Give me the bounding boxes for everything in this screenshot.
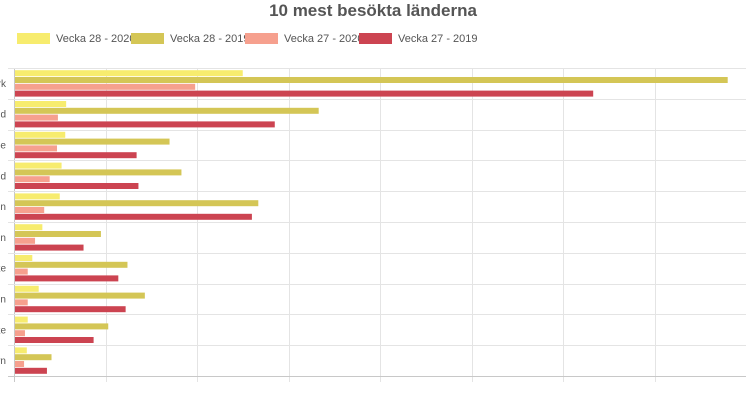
bar[interactable] xyxy=(15,107,319,114)
category-label: ge xyxy=(0,141,6,152)
bar[interactable] xyxy=(15,231,101,237)
bar[interactable] xyxy=(15,77,728,83)
legend-label: Vecka 27 - 2019 xyxy=(398,33,478,46)
bar[interactable] xyxy=(15,299,28,306)
bar[interactable] xyxy=(15,306,126,313)
bar[interactable] xyxy=(15,330,25,337)
category-label: en xyxy=(0,295,6,306)
bar[interactable] xyxy=(15,347,27,354)
bar[interactable] xyxy=(15,121,275,128)
bar[interactable] xyxy=(15,183,139,189)
bar[interactable] xyxy=(15,285,39,292)
category-label: en xyxy=(0,233,6,244)
bar[interactable] xyxy=(15,361,25,367)
bar[interactable] xyxy=(15,367,47,374)
bar[interactable] xyxy=(15,101,67,107)
bar[interactable] xyxy=(15,169,182,176)
bar[interactable] xyxy=(15,70,243,77)
legend-swatch xyxy=(131,32,164,44)
bar[interactable] xyxy=(15,316,28,323)
bar[interactable] xyxy=(15,131,66,138)
bar[interactable] xyxy=(15,354,52,361)
legend-item[interactable]: Vecka 28 - 2019 xyxy=(131,31,250,47)
bar[interactable] xyxy=(15,207,45,213)
bar[interactable] xyxy=(15,255,33,261)
bar[interactable] xyxy=(15,323,109,330)
legend-label: Vecka 27 - 2020 xyxy=(284,33,364,46)
bar[interactable] xyxy=(15,176,50,183)
bar[interactable] xyxy=(15,90,594,97)
legend-item[interactable]: Vecka 27 - 2020 xyxy=(245,31,364,47)
bar[interactable] xyxy=(15,244,84,251)
chart-title: 10 mest besökta länderna xyxy=(269,1,477,20)
legend-swatch xyxy=(17,32,50,44)
category-label: rn xyxy=(0,356,6,367)
legend-item[interactable]: Vecka 28 - 2020 xyxy=(17,31,136,47)
bar[interactable] xyxy=(15,138,170,145)
category-label: d xyxy=(0,110,6,121)
bar[interactable] xyxy=(15,237,36,244)
category-label: en xyxy=(0,202,6,213)
bar[interactable] xyxy=(15,292,145,299)
category-label: rk xyxy=(0,79,7,90)
bar[interactable] xyxy=(15,200,259,207)
bar[interactable] xyxy=(15,162,62,169)
legend-swatch xyxy=(359,32,392,44)
legend-label: Vecka 28 - 2020 xyxy=(56,33,136,46)
bar[interactable] xyxy=(15,224,43,231)
legend-swatch xyxy=(245,32,278,44)
bar[interactable] xyxy=(15,152,137,159)
bar[interactable] xyxy=(15,145,58,152)
category-label: ke xyxy=(0,325,6,336)
category-label: d xyxy=(0,171,6,182)
bar[interactable] xyxy=(15,261,128,268)
bar[interactable] xyxy=(15,337,94,343)
bar-chart: rk d ge d en en ke en ke rn xyxy=(0,68,746,382)
legend-item[interactable]: Vecka 27 - 2019 xyxy=(359,31,478,47)
bar[interactable] xyxy=(15,193,60,200)
bar[interactable] xyxy=(15,83,196,90)
bar[interactable] xyxy=(15,213,252,220)
bar[interactable] xyxy=(15,268,28,275)
bar[interactable] xyxy=(15,114,58,121)
legend-label: Vecka 28 - 2019 xyxy=(170,33,250,46)
bar[interactable] xyxy=(15,275,119,282)
category-label: ke xyxy=(0,264,6,275)
